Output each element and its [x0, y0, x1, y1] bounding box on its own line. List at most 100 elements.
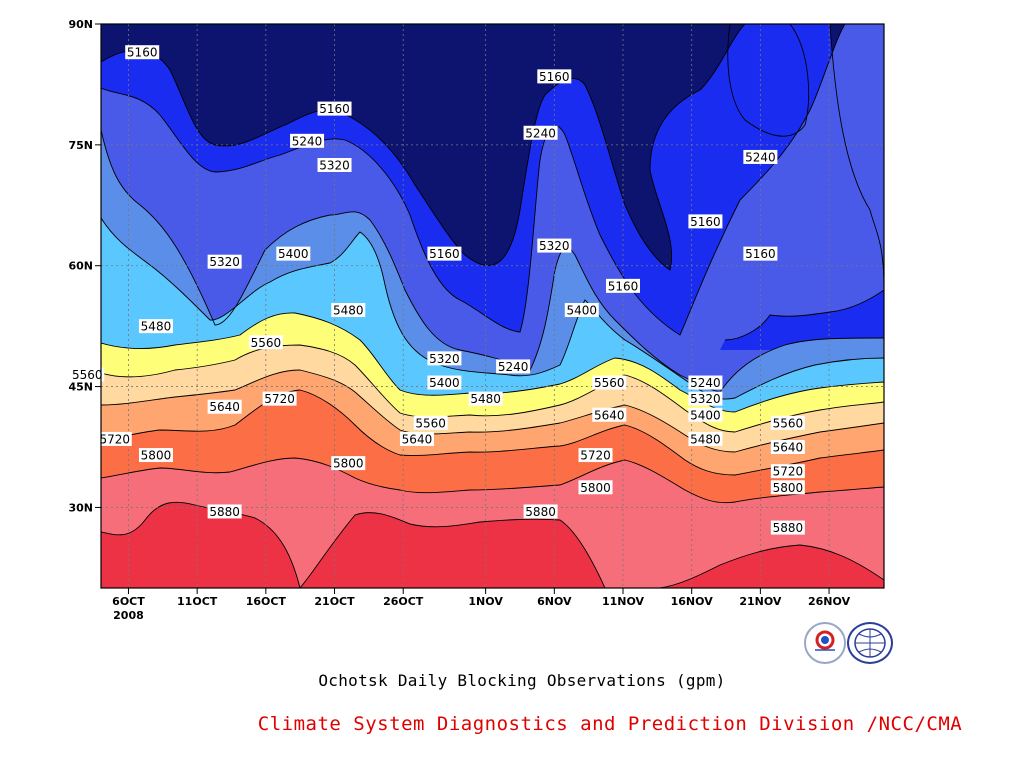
contour-label: 5480	[331, 303, 366, 318]
contour-label-text: 5240	[525, 126, 556, 140]
contour-label: 5480	[468, 391, 503, 406]
contour-line	[101, 457, 884, 504]
contour-label-text: 5640	[209, 400, 240, 414]
contour-label-text: 5320	[429, 352, 460, 366]
band-5880-above	[101, 502, 884, 588]
contour-label: 5320	[537, 238, 572, 253]
x-year-label: 2008	[113, 609, 144, 622]
contour-label: 5160	[537, 69, 572, 84]
credit-line: Climate System Diagnostics and Predictio…	[257, 713, 963, 735]
contour-label: 5320	[427, 351, 462, 366]
contour-label: 5240	[496, 359, 531, 374]
contour-line	[101, 344, 884, 433]
x-tick-label: 16NOV	[671, 595, 714, 608]
contour-label-text: 5800	[580, 481, 611, 495]
contour-label-text: 5240	[498, 360, 529, 374]
contour-label: 5800	[770, 480, 805, 495]
contour-label-text: 5560	[594, 376, 625, 390]
contour-line	[101, 24, 746, 271]
contour-label: 5720	[97, 431, 132, 446]
contour-label-text: 5400	[690, 408, 721, 422]
contour-label: 5240	[743, 149, 778, 164]
contour-label-text: 5320	[539, 239, 570, 253]
contour-label: 5720	[262, 391, 297, 406]
x-tick-label: 11OCT	[177, 595, 218, 608]
x-tick-label: 1NOV	[468, 595, 503, 608]
contour-line	[101, 24, 846, 336]
contour-label: 5240	[290, 133, 325, 148]
contour-label: 5400	[564, 303, 599, 318]
x-tick-label: 6OCT	[112, 595, 145, 608]
contour-label-text: 5800	[773, 481, 804, 495]
contour-label: 5160	[317, 101, 352, 116]
ncc-logo	[847, 622, 893, 664]
y-tick-label: 30N	[68, 501, 93, 514]
contour-label-text: 5560	[773, 416, 804, 430]
contour-label: 5800	[578, 480, 613, 495]
x-tick-label: 11NOV	[602, 595, 645, 608]
contour-label-text: 5800	[333, 457, 364, 471]
contour-label-text: 5880	[525, 505, 556, 519]
contour-label-text: 5640	[402, 432, 433, 446]
contour-label: 5320	[688, 391, 723, 406]
contour-label: 5240	[523, 125, 558, 140]
contour-label-text: 5480	[333, 304, 364, 318]
contour-label: 5400	[688, 407, 723, 422]
contour-line	[727, 24, 810, 137]
contour-label: 5880	[770, 520, 805, 535]
contour-label-text: 5160	[745, 247, 776, 261]
contour-label: 5560	[413, 415, 448, 430]
contour-label: 5480	[138, 319, 173, 334]
contour-label-text: 5240	[292, 134, 323, 148]
contour-label: 5560	[592, 375, 627, 390]
contour-label-text: 5320	[319, 159, 350, 173]
contour-label-text: 5480	[470, 392, 501, 406]
contour-label-text: 5560	[415, 416, 446, 430]
contour-label: 5160	[606, 278, 640, 293]
contour-label-text: 5720	[773, 465, 804, 479]
contour-label: 5400	[276, 246, 311, 261]
contour-label: 5640	[399, 431, 434, 446]
contour-label-text: 5400	[429, 376, 460, 390]
contour-label-text: 5480	[690, 432, 721, 446]
bcc-logo	[804, 622, 846, 664]
contour-label-text: 5160	[319, 102, 350, 116]
x-tick-label: 26NOV	[808, 595, 851, 608]
y-tick-label: 60N	[68, 260, 93, 273]
contour-label: 5160	[688, 214, 723, 229]
contour-label-text: 5240	[690, 376, 721, 390]
contour-label-text: 5800	[141, 449, 172, 463]
contour-label-text: 5160	[539, 70, 570, 84]
chart-title: Ochotsk Daily Blocking Observations (gpm…	[318, 671, 726, 690]
contour-label-text: 5720	[264, 392, 295, 406]
contour-label: 5720	[578, 448, 613, 463]
contour-line	[101, 501, 301, 588]
contour-label: 5880	[523, 504, 558, 519]
contour-line	[724, 289, 884, 341]
contour-label-text: 5880	[209, 505, 240, 519]
contour-label-text: 5160	[127, 46, 158, 60]
plot-frame	[100, 23, 885, 589]
contour-label-text: 5880	[773, 521, 804, 535]
contour-label: 5320	[207, 254, 242, 269]
axes: 6OCT 11OCT 16OCT 21OCT 26OCT 1NOV 6NOV 11NOV 16N…	[68, 18, 850, 622]
contour-label: 5480	[688, 431, 723, 446]
contour-label: 5800	[138, 448, 173, 463]
contour-label: 5240	[688, 375, 723, 390]
y-tick-label: 90N	[68, 18, 93, 31]
contour-label: 5640	[770, 440, 805, 455]
contour-label-text: 5480	[141, 320, 172, 334]
contour-label-text: 5720	[580, 449, 611, 463]
contour-label-text: 5560	[251, 336, 282, 350]
contour-label-text: 5640	[773, 441, 804, 455]
contour-label: 5880	[207, 504, 242, 519]
contour-label: 5640	[592, 407, 627, 422]
y-tick-label: 75N	[68, 139, 93, 152]
contour-label-text: 5720	[99, 432, 130, 446]
x-tick-label: 26OCT	[383, 595, 424, 608]
x-tick-label: 21NOV	[739, 595, 782, 608]
contour-label-text: 5320	[690, 392, 721, 406]
contour-line	[101, 369, 884, 453]
contour-line	[299, 512, 606, 588]
